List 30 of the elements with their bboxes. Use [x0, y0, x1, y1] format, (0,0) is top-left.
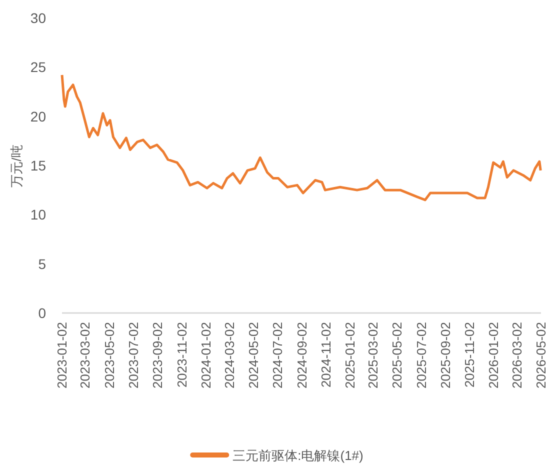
x-tick-label: 2023-07-02	[126, 322, 141, 388]
y-tick-label: 5	[38, 256, 46, 272]
x-tick-label: 2026-01-02	[486, 322, 502, 388]
x-tick-label: 2023-11-02	[174, 322, 190, 388]
x-tick-label: 2025-09-02	[438, 322, 454, 388]
x-tick-label: 2023-01-02	[54, 322, 70, 388]
x-tick-label: 2025-07-02	[414, 322, 429, 388]
y-tick-label: 30	[30, 10, 46, 26]
x-tick-label: 2025-05-02	[390, 322, 405, 388]
y-tick-label: 20	[30, 108, 46, 124]
y-tick-label: 10	[30, 206, 46, 223]
x-tick-label: 2023-09-02	[150, 322, 166, 388]
x-tick-label: 2024-11-02	[318, 322, 334, 388]
y-tick-label: 0	[38, 305, 46, 321]
x-tick-label: 2024-05-02	[246, 322, 261, 388]
y-axis-title: 万元/吨	[9, 144, 24, 188]
x-tick-label: 2026-03-02	[509, 322, 524, 388]
legend-label: 三元前驱体:电解镍(1#)	[232, 448, 364, 463]
x-tick-label: 2023-05-02	[102, 322, 117, 388]
x-tick-label: 2024-01-02	[198, 322, 214, 388]
y-tick-label: 25	[30, 59, 46, 76]
y-tick-label: 15	[30, 158, 46, 174]
x-tick-label: 2026-05-02	[534, 322, 548, 388]
x-tick-label: 2024-03-02	[222, 322, 237, 388]
x-tick-label: 2024-07-02	[270, 322, 285, 388]
x-tick-label: 2025-11-02	[462, 322, 478, 388]
x-tick-label: 2025-03-02	[366, 322, 381, 388]
x-tick-label: 2023-03-02	[78, 322, 93, 388]
x-tick-label: 2025-01-02	[342, 322, 358, 388]
x-tick-label: 2024-09-02	[294, 322, 310, 388]
